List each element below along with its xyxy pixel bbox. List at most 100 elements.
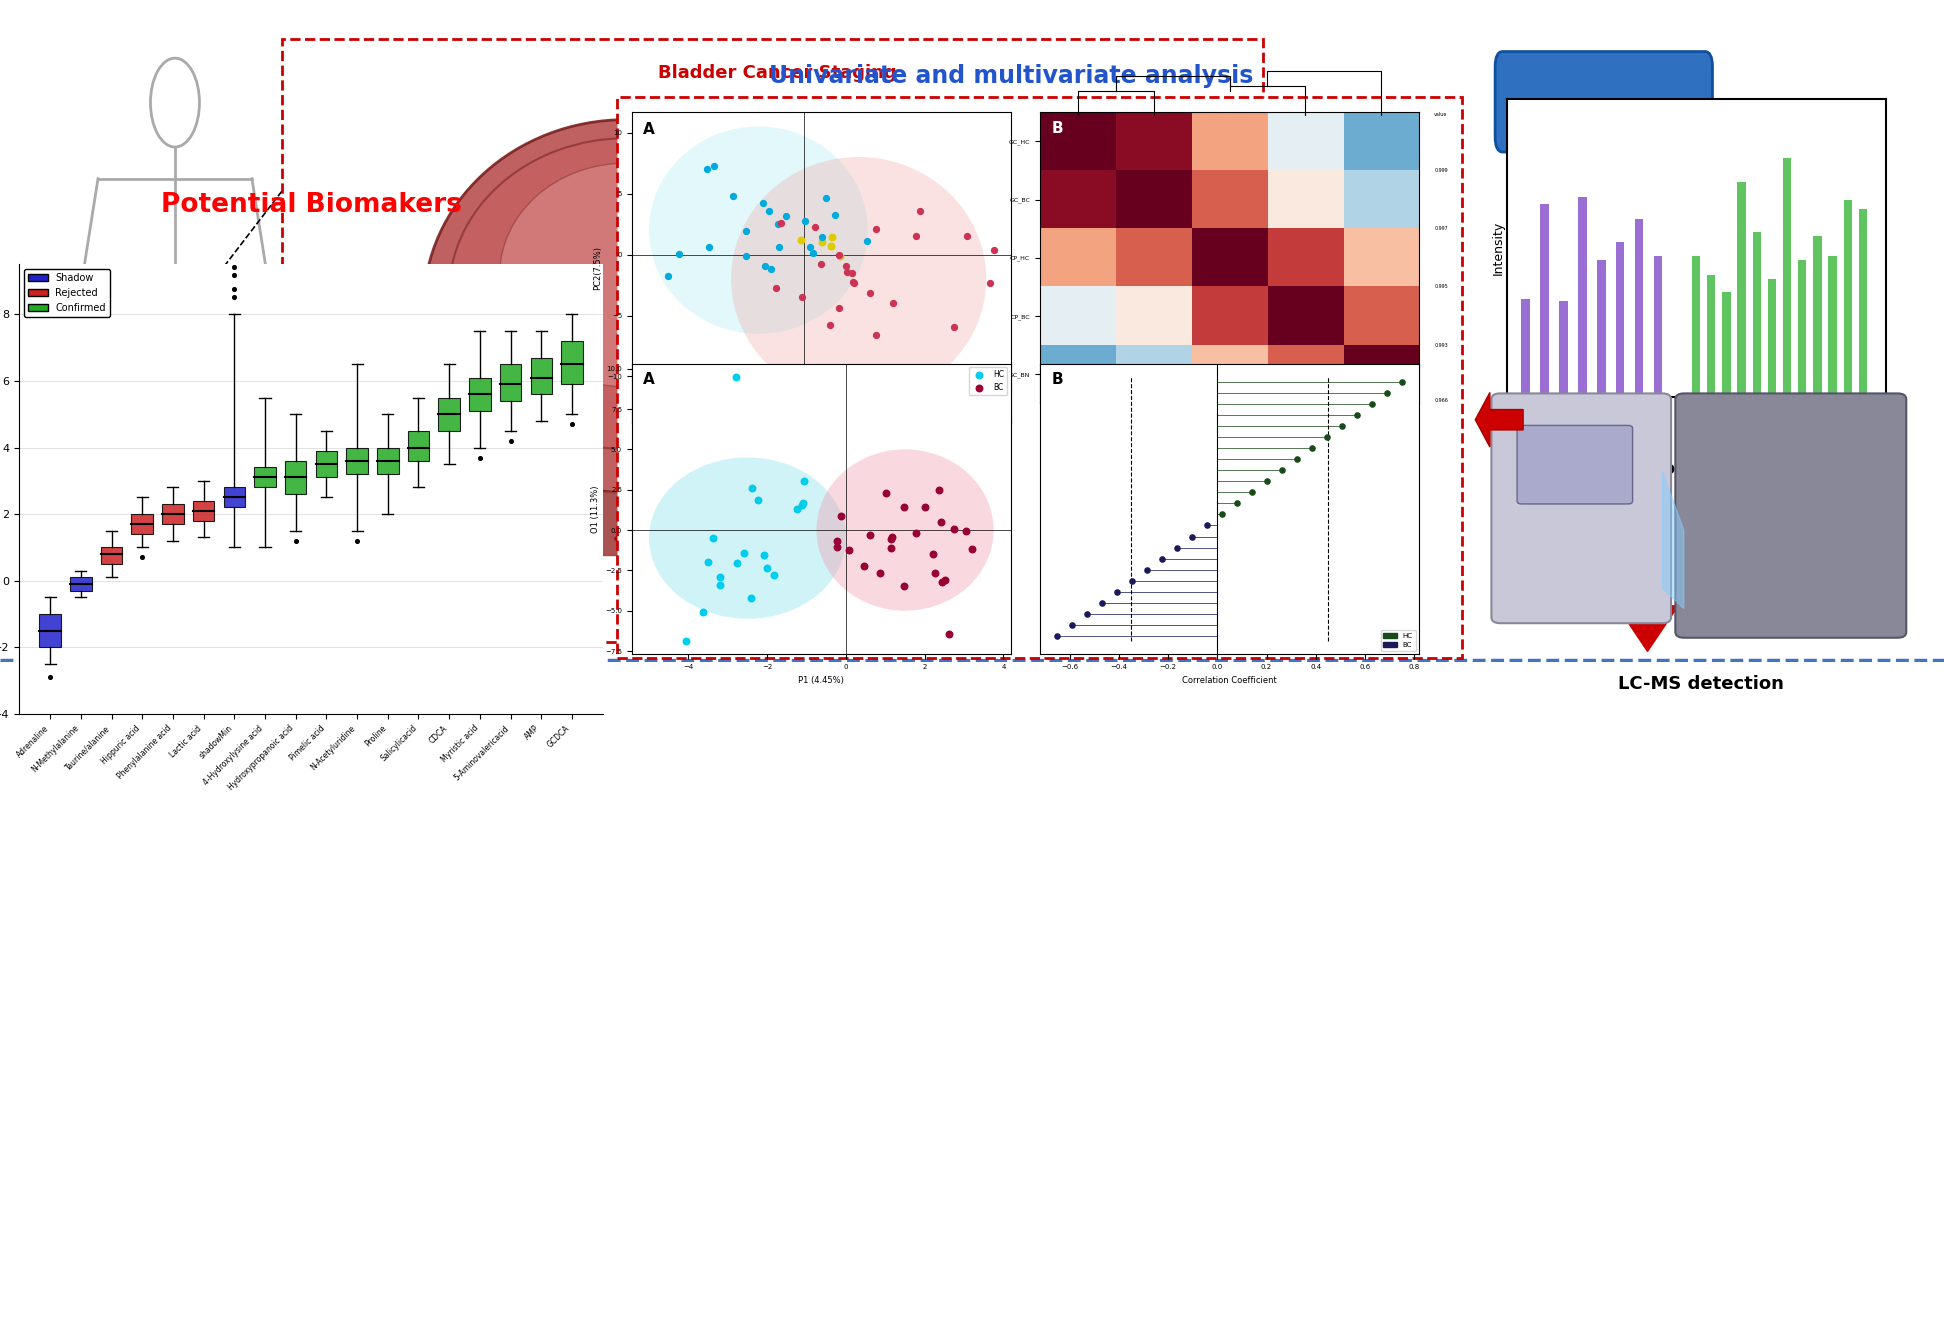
BC [834,539,865,561]
BC [824,245,855,266]
HC [748,545,780,566]
Point [1042,625,1073,646]
Text: 0.999: 0.999 [1435,168,1448,173]
BC [838,272,869,293]
HC [653,266,684,287]
BC [904,201,935,222]
Bar [1654,255,1662,397]
Text: T2 (muscle): T2 (muscle) [879,233,931,242]
Point [1386,371,1417,393]
BC [918,543,949,564]
Bar [1858,209,1866,397]
HC [700,156,731,177]
Text: Univariate and multivariate analysis: Univariate and multivariate analysis [768,63,1254,89]
BC [766,213,797,234]
HC [729,542,760,563]
QC [785,230,816,251]
HC [717,185,748,206]
Bar [101,547,122,564]
Bar [39,613,60,648]
BC [877,526,908,547]
Bar [1598,260,1606,397]
BC [910,497,941,518]
Text: Sample collection: Sample collection [1520,460,1687,477]
Bar [1707,275,1715,397]
Point [496,430,527,451]
Bar [531,358,552,394]
BC [929,570,960,591]
Legend: QC, HC, BC: QC, HC, BC [972,389,1007,419]
HC [787,471,818,492]
Point [1192,514,1223,537]
Text: LC-MS detection: LC-MS detection [1617,676,1785,693]
HC [807,227,838,249]
Bar [132,514,154,534]
Point [1102,582,1133,603]
X-axis label: m/z: m/z [1685,398,1707,411]
FancyBboxPatch shape [1516,426,1633,504]
Ellipse shape [313,436,556,586]
Point [1131,559,1163,580]
Bar [1798,260,1806,397]
FancyBboxPatch shape [1491,394,1672,623]
QC [815,235,846,256]
Ellipse shape [356,467,511,555]
BC [939,316,970,337]
FancyBboxPatch shape [616,97,1462,658]
BC [900,522,931,543]
Bar [1579,197,1586,397]
Point [1147,547,1178,568]
HC [721,553,752,574]
Point [1357,394,1388,415]
Text: 0.995: 0.995 [1435,284,1448,290]
Text: T1 (lamina propria): T1 (lamina propria) [879,184,966,193]
Bar [1559,301,1567,397]
BC [939,518,970,539]
Point [280,530,311,551]
Point [1371,383,1402,405]
BC [898,385,929,406]
HC [811,188,842,209]
BC [815,315,846,336]
Point [220,279,251,300]
Point [1341,405,1372,426]
BC [824,297,855,319]
Y-axis label: PC2(7.5%): PC2(7.5%) [593,246,601,290]
HC [748,255,780,276]
FancyArrow shape [1617,522,1678,652]
HC [731,221,762,242]
Bar [1843,201,1853,397]
BC [805,254,836,275]
X-axis label: PC1(32.1%): PC1(32.1%) [797,444,846,453]
Point [1116,570,1147,591]
Point [719,366,750,387]
Bar [161,504,183,524]
BC [888,382,920,403]
HC [663,243,694,264]
Text: Lamina propria: Lamina propria [292,520,356,527]
Polygon shape [1380,330,1462,383]
X-axis label: P1 (4.45%): P1 (4.45%) [799,676,844,685]
Bar [469,378,490,411]
BC [820,530,851,551]
HC [758,564,789,586]
Y-axis label: O1 (11.3%): O1 (11.3%) [591,485,599,533]
Point [1326,415,1357,436]
Text: Urine: Urine [1569,235,1639,259]
Legend: HC, BC: HC, BC [1380,629,1415,650]
Point [220,221,251,242]
Ellipse shape [377,481,490,541]
HC [694,237,725,258]
QC [816,227,848,249]
BC [933,624,964,645]
Bar [1829,256,1837,397]
HC [704,574,735,595]
HC [750,558,781,579]
HC [772,205,803,226]
BC [853,282,885,303]
Point [1087,592,1118,613]
HC [752,200,783,221]
Text: Bladder Cancer Staging: Bladder Cancer Staging [659,63,896,82]
Text: Ta (urothelium): Ta (urothelium) [879,134,947,143]
X-axis label: Correlation Coefficient: Correlation Coefficient [1182,676,1277,685]
